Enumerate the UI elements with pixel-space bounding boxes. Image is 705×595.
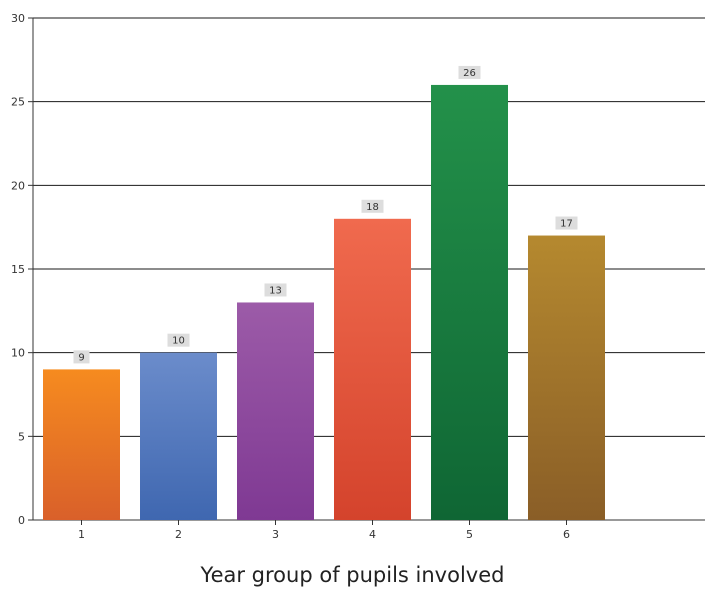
data-label-box — [73, 350, 90, 364]
x-axis-ticks: 1 2 3 4 5 6 — [78, 520, 570, 541]
bar-6 — [528, 235, 605, 521]
data-label: 10 — [172, 336, 185, 347]
x-axis-label: Year group of pupils involved — [200, 563, 505, 587]
y-tick-label: 15 — [11, 263, 25, 276]
bars — [43, 84, 605, 521]
data-label: 13 — [269, 285, 282, 296]
x-tick-label: 4 — [369, 528, 376, 541]
x-tick-label: 3 — [272, 528, 279, 541]
x-tick-label: 6 — [563, 528, 570, 541]
y-axis-ticks: 0 5 10 15 20 25 30 — [11, 12, 33, 527]
data-label: 9 — [78, 352, 84, 363]
data-label-box — [361, 199, 384, 213]
data-label-box — [167, 333, 190, 347]
bar-2 — [140, 352, 217, 520]
x-tick-label: 5 — [466, 528, 473, 541]
y-tick-label: 25 — [11, 96, 25, 109]
data-label-box — [264, 283, 287, 297]
bar-chart: 0 5 10 15 20 25 30 9 10 13 18 26 17 1 2 3 4 5 6 — [11, 12, 705, 541]
x-tick-label: 1 — [78, 528, 85, 541]
data-label-box — [458, 65, 481, 79]
bar-1 — [43, 369, 120, 520]
data-label: 18 — [366, 202, 379, 213]
y-tick-label: 30 — [11, 12, 25, 25]
data-label: 26 — [463, 68, 476, 79]
x-tick-label: 2 — [175, 528, 182, 541]
data-label-box — [555, 216, 578, 230]
y-tick-label: 5 — [18, 430, 25, 443]
data-labels: 9 10 13 18 26 17 — [73, 65, 578, 364]
bar-5 — [431, 84, 508, 520]
bar-3 — [237, 302, 314, 520]
y-tick-label: 10 — [11, 347, 25, 360]
data-label: 17 — [560, 219, 573, 230]
y-tick-label: 0 — [18, 514, 25, 527]
y-tick-label: 20 — [11, 179, 25, 192]
bar-4 — [334, 218, 411, 521]
